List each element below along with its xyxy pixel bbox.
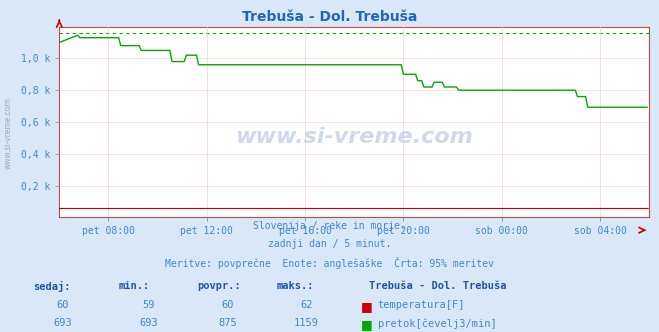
Text: www.si-vreme.com: www.si-vreme.com <box>235 127 473 147</box>
Text: Meritve: povprečne  Enote: anglešaške  Črta: 95% meritev: Meritve: povprečne Enote: anglešaške Črt… <box>165 257 494 269</box>
Text: ■: ■ <box>361 300 373 313</box>
Text: temperatura[F]: temperatura[F] <box>378 300 465 310</box>
Text: www.si-vreme.com: www.si-vreme.com <box>4 97 13 169</box>
Text: 1159: 1159 <box>294 318 319 328</box>
Text: Trebuša - Dol. Trebuša: Trebuša - Dol. Trebuša <box>369 281 507 290</box>
Text: maks.:: maks.: <box>277 281 314 290</box>
Text: 693: 693 <box>53 318 72 328</box>
Text: pretok[čevelj3/min]: pretok[čevelj3/min] <box>378 318 496 329</box>
Text: 693: 693 <box>139 318 158 328</box>
Text: min.:: min.: <box>119 281 150 290</box>
Text: zadnji dan / 5 minut.: zadnji dan / 5 minut. <box>268 239 391 249</box>
Text: Trebuša - Dol. Trebuša: Trebuša - Dol. Trebuša <box>242 10 417 24</box>
Text: povpr.:: povpr.: <box>198 281 241 290</box>
Text: 62: 62 <box>301 300 312 310</box>
Text: Slovenija / reke in morje.: Slovenija / reke in morje. <box>253 221 406 231</box>
Text: 59: 59 <box>142 300 154 310</box>
Text: sedaj:: sedaj: <box>33 281 71 291</box>
Text: 60: 60 <box>57 300 69 310</box>
Text: 875: 875 <box>218 318 237 328</box>
Text: 60: 60 <box>221 300 233 310</box>
Text: ■: ■ <box>361 318 373 331</box>
